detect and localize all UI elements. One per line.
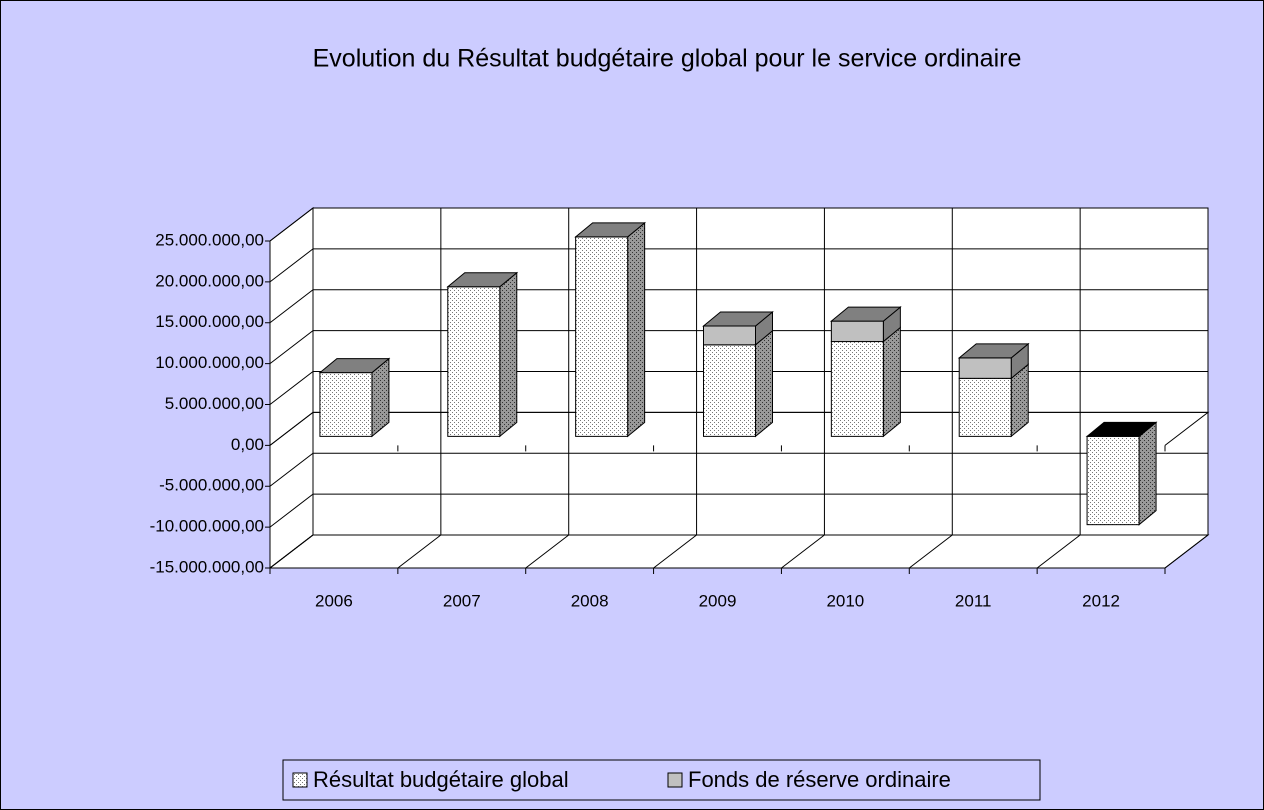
bar	[958, 377, 1012, 437]
bar	[958, 357, 1012, 379]
floor-line	[269, 534, 314, 569]
bar-top	[829, 306, 902, 322]
bar	[830, 341, 884, 437]
x-tick-label: 2007	[443, 591, 481, 610]
x-tick-label: 2008	[571, 591, 609, 610]
bar-side	[1138, 421, 1157, 526]
bar	[575, 236, 629, 437]
x-tick-label: 2009	[699, 591, 737, 610]
y-tick-label: -5.000.000,00	[159, 476, 264, 495]
bar-side	[627, 221, 646, 438]
legend-label: Résultat budgétaire global	[313, 767, 569, 792]
y-tick-label: 10.000.000,00	[155, 353, 264, 372]
legend-label: Fonds de réserve ordinaire	[688, 767, 951, 792]
chart-title: Evolution du Résultat budgétaire global …	[313, 45, 1022, 73]
bar-top	[446, 272, 519, 288]
bar-top	[702, 311, 774, 327]
floor-line	[1036, 534, 1081, 569]
x-tick-label: 2012	[1082, 591, 1120, 610]
legend-swatch	[292, 772, 308, 788]
bar-side	[499, 271, 518, 438]
x-tick-label: 2011	[955, 591, 992, 610]
y-tick-label: 5.000.000,00	[165, 394, 264, 413]
floor-line	[525, 534, 570, 569]
bar	[703, 325, 756, 346]
floor-line	[653, 534, 697, 569]
bar	[703, 344, 756, 437]
floor-line	[397, 534, 442, 569]
y-tick-label: 25.000.000,00	[155, 230, 264, 249]
y-tick-label: -10.000.000,00	[150, 517, 264, 536]
floor-line	[908, 534, 953, 569]
x-tick-label: 2006	[315, 591, 353, 610]
floor-line	[781, 534, 825, 569]
y-tick-label: -15.000.000,00	[150, 557, 264, 576]
y-tick-label: 15.000.000,00	[155, 312, 264, 331]
bar-top	[574, 222, 647, 238]
x-tick-label: 2010	[826, 591, 864, 610]
bar-top	[1085, 421, 1158, 437]
floor-line	[1164, 534, 1209, 569]
bar-top	[318, 358, 391, 374]
bar	[1086, 435, 1140, 526]
bar-side	[755, 329, 773, 438]
legend	[282, 759, 1041, 801]
y-tick-label: 0,00	[231, 435, 264, 454]
floor	[268, 534, 1210, 569]
bar-side	[882, 326, 901, 438]
bar	[830, 320, 884, 343]
bar	[447, 286, 501, 437]
legend-swatch	[667, 772, 683, 788]
y-tick-label: 20.000.000,00	[155, 271, 264, 290]
bar-top	[957, 343, 1030, 359]
bar	[319, 372, 373, 437]
